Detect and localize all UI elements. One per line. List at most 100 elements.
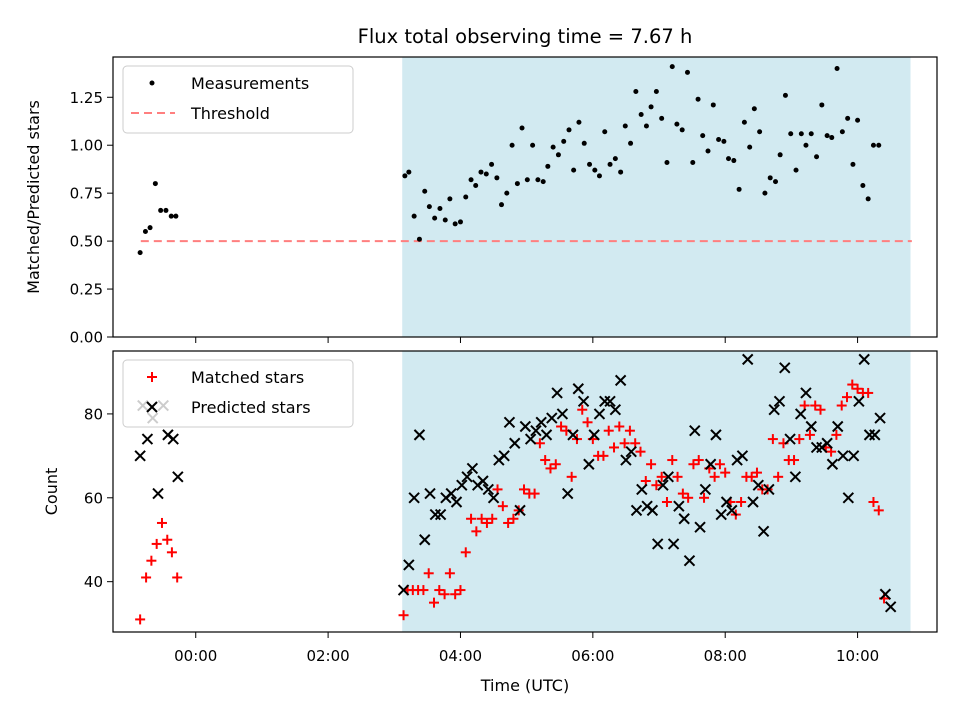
data-point — [463, 194, 469, 200]
data-point — [428, 597, 439, 608]
data-point — [824, 133, 830, 139]
data-point — [860, 182, 866, 188]
data-point — [504, 190, 510, 196]
data-point — [426, 204, 432, 210]
data-point — [445, 487, 457, 500]
x-tick-label: 08:00 — [704, 647, 747, 665]
data-point — [767, 175, 773, 181]
top-panel-ratio: 0.00 0.25 0.50 0.75 1.00 1.25 Matched/Predicte… — [24, 56, 938, 347]
data-point — [815, 404, 826, 415]
data-point — [477, 475, 489, 487]
data-point — [419, 534, 431, 546]
series-predicted-stars — [134, 353, 897, 613]
data-point — [633, 89, 639, 95]
data-point — [596, 173, 602, 179]
legend-marker-matched — [147, 372, 157, 382]
legend: Matched stars Predicted stars — [122, 359, 354, 428]
data-point — [852, 383, 863, 394]
data-point — [534, 438, 545, 449]
data-point — [657, 479, 669, 491]
data-point — [423, 568, 434, 579]
data-point — [630, 504, 643, 517]
data-point — [742, 353, 754, 366]
x-tick-label: 04:00 — [439, 647, 482, 665]
data-point — [762, 190, 768, 196]
data-point — [661, 496, 672, 507]
data-point — [473, 182, 479, 188]
y-tick-label: 0.00 — [70, 329, 103, 347]
data-point — [499, 202, 505, 208]
data-point — [408, 492, 420, 504]
data-point — [508, 513, 519, 524]
data-point — [868, 496, 879, 507]
data-point — [567, 429, 579, 441]
data-point — [789, 471, 802, 483]
data-point — [777, 152, 783, 158]
axes-frame — [112, 56, 938, 338]
data-point — [142, 229, 148, 235]
bottom-panel-counts: 40 60 80 00:00 02:00 04:00 06:00 08:00 10:00 Coun… — [42, 350, 938, 695]
data-point — [168, 213, 174, 219]
data-point — [587, 161, 593, 167]
data-point — [592, 167, 598, 173]
data-point — [625, 445, 637, 458]
data-point — [519, 420, 532, 433]
data-point — [694, 521, 706, 533]
data-point — [741, 119, 747, 125]
data-point — [837, 450, 849, 462]
data-point — [832, 420, 844, 433]
data-point — [850, 161, 856, 167]
y-tick-label: 0.75 — [70, 185, 103, 203]
data-point — [773, 395, 786, 408]
x-tick-label: 10:00 — [836, 647, 879, 665]
data-point — [793, 167, 799, 173]
data-point — [669, 64, 675, 70]
data-point — [810, 400, 821, 411]
data-point — [858, 353, 870, 366]
data-point — [690, 159, 696, 165]
data-point — [622, 123, 628, 129]
legend-marker-predicted — [146, 401, 158, 413]
data-point — [720, 496, 733, 508]
data-point — [747, 144, 753, 150]
x-axis-label: Time (UTC) — [480, 676, 569, 695]
data-point — [805, 420, 817, 433]
data-point — [152, 181, 158, 187]
data-point — [561, 487, 574, 500]
data-point — [468, 177, 474, 183]
data-point — [664, 159, 670, 165]
data-point — [800, 387, 812, 399]
data-point — [677, 488, 688, 499]
data-point — [794, 408, 807, 420]
data-point — [577, 395, 590, 408]
data-point — [156, 517, 167, 528]
data-point — [700, 133, 706, 139]
data-point — [476, 513, 487, 524]
data-point — [808, 131, 814, 137]
y-tick-label: 0.50 — [70, 233, 103, 251]
data-point — [646, 459, 657, 470]
data-point — [545, 163, 551, 169]
data-point — [683, 492, 694, 503]
legend-box — [122, 65, 354, 134]
data-point — [814, 154, 820, 160]
y-axis-label: Count — [42, 468, 61, 516]
data-point — [411, 213, 417, 219]
data-point — [841, 392, 852, 403]
data-point — [819, 102, 825, 108]
data-point — [614, 374, 627, 387]
data-point — [593, 408, 606, 420]
data-point — [402, 173, 408, 179]
data-point — [546, 412, 558, 424]
data-point — [422, 188, 428, 194]
data-point — [876, 142, 882, 148]
data-point — [172, 471, 184, 483]
chart-title: Flux total observing time = 7.67 h — [358, 25, 693, 48]
data-point — [577, 404, 588, 415]
x-tick-label: 06:00 — [571, 647, 614, 665]
data-point — [437, 206, 443, 212]
data-point — [416, 236, 422, 242]
data-point — [779, 362, 791, 374]
data-point — [588, 429, 600, 441]
